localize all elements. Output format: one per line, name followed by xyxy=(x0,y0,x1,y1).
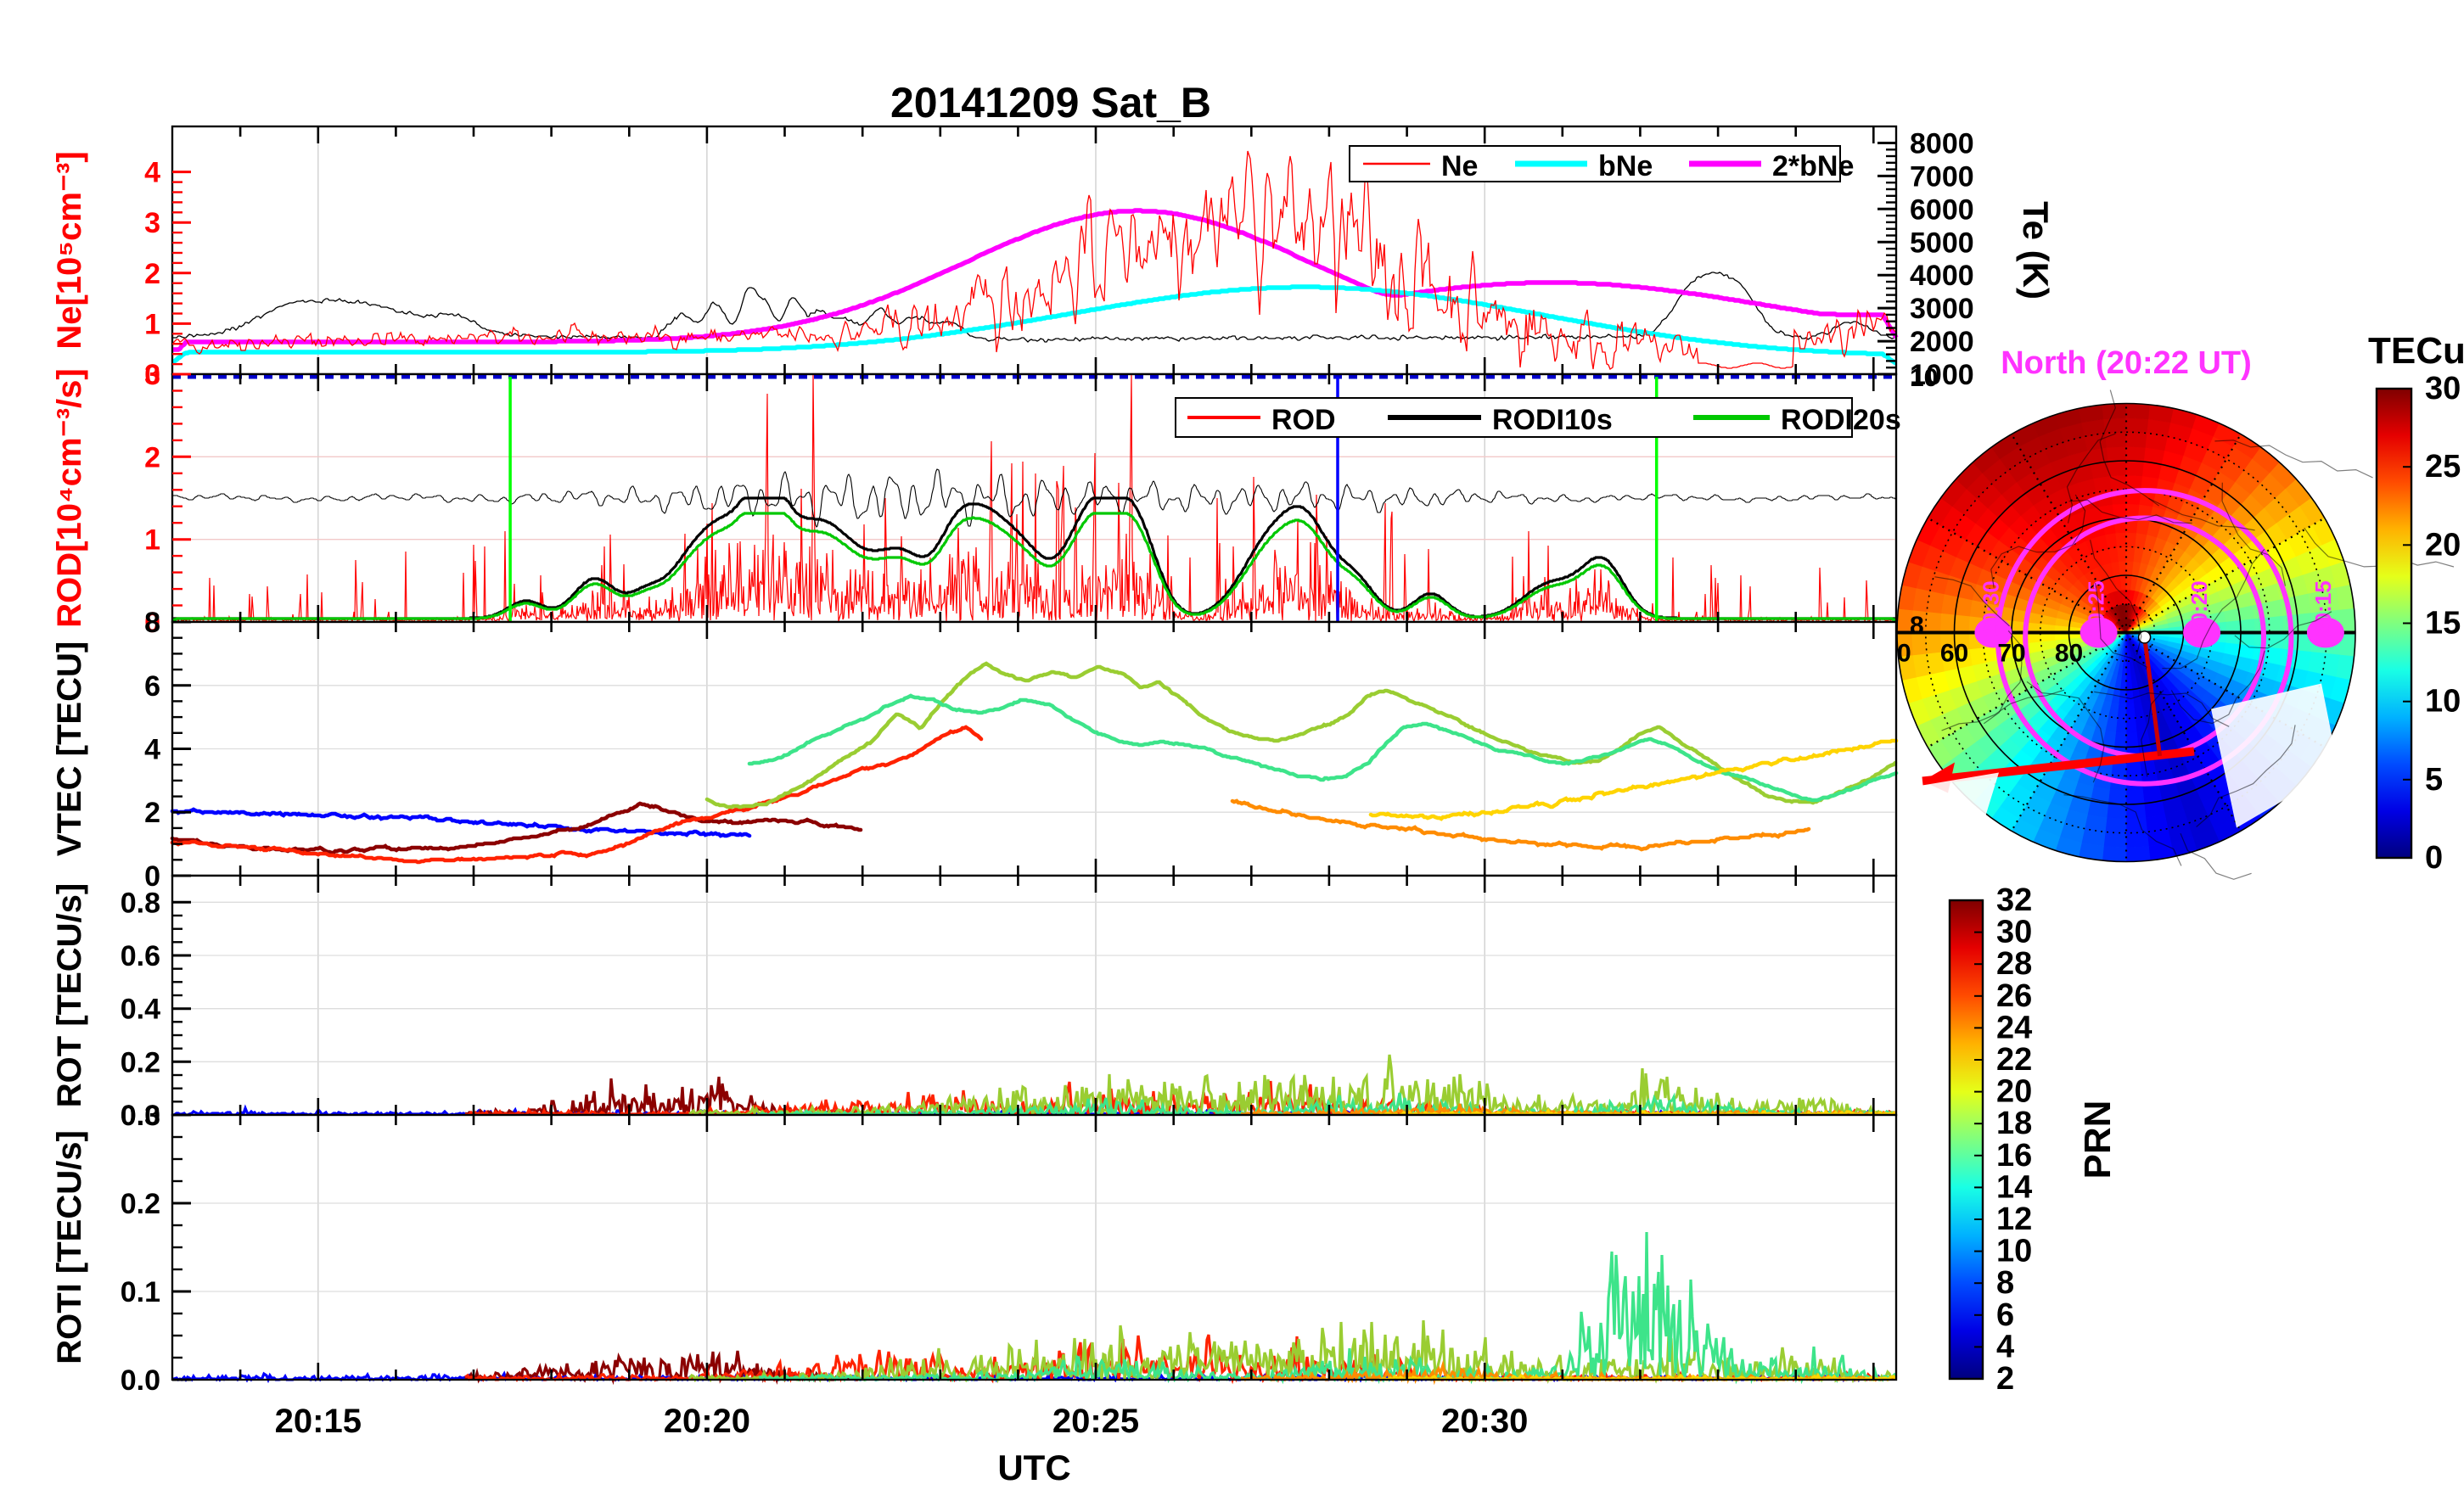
svg-text:20:15: 20:15 xyxy=(275,1403,362,1440)
svg-text:UTC: UTC xyxy=(997,1448,1070,1487)
svg-text:6: 6 xyxy=(144,670,160,703)
svg-text:20:15: 20:15 xyxy=(2310,580,2336,637)
svg-text:8: 8 xyxy=(1910,612,1924,640)
svg-text:30: 30 xyxy=(1996,915,2032,950)
svg-text:ROD: ROD xyxy=(1271,404,1336,436)
svg-text:14: 14 xyxy=(1996,1169,2032,1205)
svg-text:5000: 5000 xyxy=(1910,227,1974,259)
svg-text:RODI10s: RODI10s xyxy=(1492,404,1613,436)
svg-text:4: 4 xyxy=(144,157,160,189)
svg-text:4000: 4000 xyxy=(1910,260,1974,292)
svg-text:6000: 6000 xyxy=(1910,193,1974,226)
svg-text:30: 30 xyxy=(2425,371,2461,406)
svg-text:TECu: TECu xyxy=(2368,330,2464,372)
svg-text:2*bNe: 2*bNe xyxy=(1772,150,1854,182)
svg-text:3: 3 xyxy=(144,207,160,239)
svg-text:20:20: 20:20 xyxy=(664,1403,750,1440)
svg-text:20:25: 20:25 xyxy=(1052,1403,1139,1440)
svg-text:ROTI [TECU/s]: ROTI [TECU/s] xyxy=(51,1130,88,1364)
svg-text:0.4: 0.4 xyxy=(121,994,160,1026)
svg-text:Ne: Ne xyxy=(1441,150,1478,182)
svg-text:RODI20s: RODI20s xyxy=(1781,404,1901,436)
svg-text:0.3: 0.3 xyxy=(121,1100,160,1132)
svg-text:1: 1 xyxy=(144,308,160,340)
svg-text:20: 20 xyxy=(2425,527,2461,563)
svg-text:7000: 7000 xyxy=(1910,160,1974,193)
svg-text:10: 10 xyxy=(1910,364,1938,392)
svg-text:Te (K): Te (K) xyxy=(2016,201,2056,300)
svg-text:4: 4 xyxy=(1996,1329,2014,1364)
svg-text:8000: 8000 xyxy=(1910,128,1974,160)
svg-text:0: 0 xyxy=(2425,840,2443,876)
svg-text:3000: 3000 xyxy=(1910,293,1974,325)
svg-text:20141209 Sat_B: 20141209 Sat_B xyxy=(890,79,1211,126)
svg-text:0.0: 0.0 xyxy=(121,1364,160,1397)
svg-text:10: 10 xyxy=(2425,684,2461,720)
svg-text:12: 12 xyxy=(1996,1202,2032,1237)
svg-text:26: 26 xyxy=(1996,978,2032,1014)
svg-text:22: 22 xyxy=(1996,1042,2032,1078)
svg-text:ROD[10⁴cm⁻³/s]: ROD[10⁴cm⁻³/s] xyxy=(51,368,88,627)
svg-text:0.6: 0.6 xyxy=(121,940,160,972)
svg-text:6: 6 xyxy=(1996,1297,2014,1333)
svg-text:5: 5 xyxy=(2425,762,2443,798)
svg-text:4: 4 xyxy=(144,734,160,766)
svg-text:PRN: PRN xyxy=(2077,1101,2119,1179)
svg-text:8: 8 xyxy=(144,607,160,639)
svg-text:25: 25 xyxy=(2425,449,2461,485)
svg-text:2: 2 xyxy=(144,441,160,473)
svg-text:ROT [TECU/s]: ROT [TECU/s] xyxy=(51,883,88,1107)
svg-text:bNe: bNe xyxy=(1598,150,1653,182)
svg-text:2000: 2000 xyxy=(1910,326,1974,358)
svg-text:8: 8 xyxy=(1996,1265,2014,1301)
svg-text:20:20: 20:20 xyxy=(2186,580,2212,637)
svg-text:Ne[10⁵cm⁻³]: Ne[10⁵cm⁻³] xyxy=(51,151,88,349)
svg-text:2: 2 xyxy=(1996,1361,2014,1397)
svg-text:0.2: 0.2 xyxy=(121,1188,160,1220)
svg-text:18: 18 xyxy=(1996,1106,2032,1141)
svg-text:3: 3 xyxy=(144,359,160,391)
svg-text:20: 20 xyxy=(1996,1074,2032,1110)
svg-text:10: 10 xyxy=(1996,1234,2032,1269)
svg-text:60: 60 xyxy=(1940,640,1968,668)
svg-text:16: 16 xyxy=(1996,1138,2032,1174)
svg-text:32: 32 xyxy=(1996,882,2032,918)
svg-text:24: 24 xyxy=(1996,1010,2032,1045)
svg-text:0.1: 0.1 xyxy=(121,1276,160,1308)
svg-text:0.8: 0.8 xyxy=(121,887,160,919)
svg-text:North (20:22 UT): North (20:22 UT) xyxy=(2001,345,2252,381)
svg-text:20:30: 20:30 xyxy=(1441,1403,1528,1440)
svg-text:1: 1 xyxy=(144,524,160,557)
svg-text:28: 28 xyxy=(1996,946,2032,982)
svg-text:2: 2 xyxy=(144,258,160,290)
svg-text:15: 15 xyxy=(2425,606,2461,641)
svg-text:VTEC [TECU]: VTEC [TECU] xyxy=(51,641,88,856)
svg-text:80: 80 xyxy=(2055,640,2083,668)
svg-text:2: 2 xyxy=(144,797,160,829)
svg-text:0.2: 0.2 xyxy=(121,1046,160,1078)
